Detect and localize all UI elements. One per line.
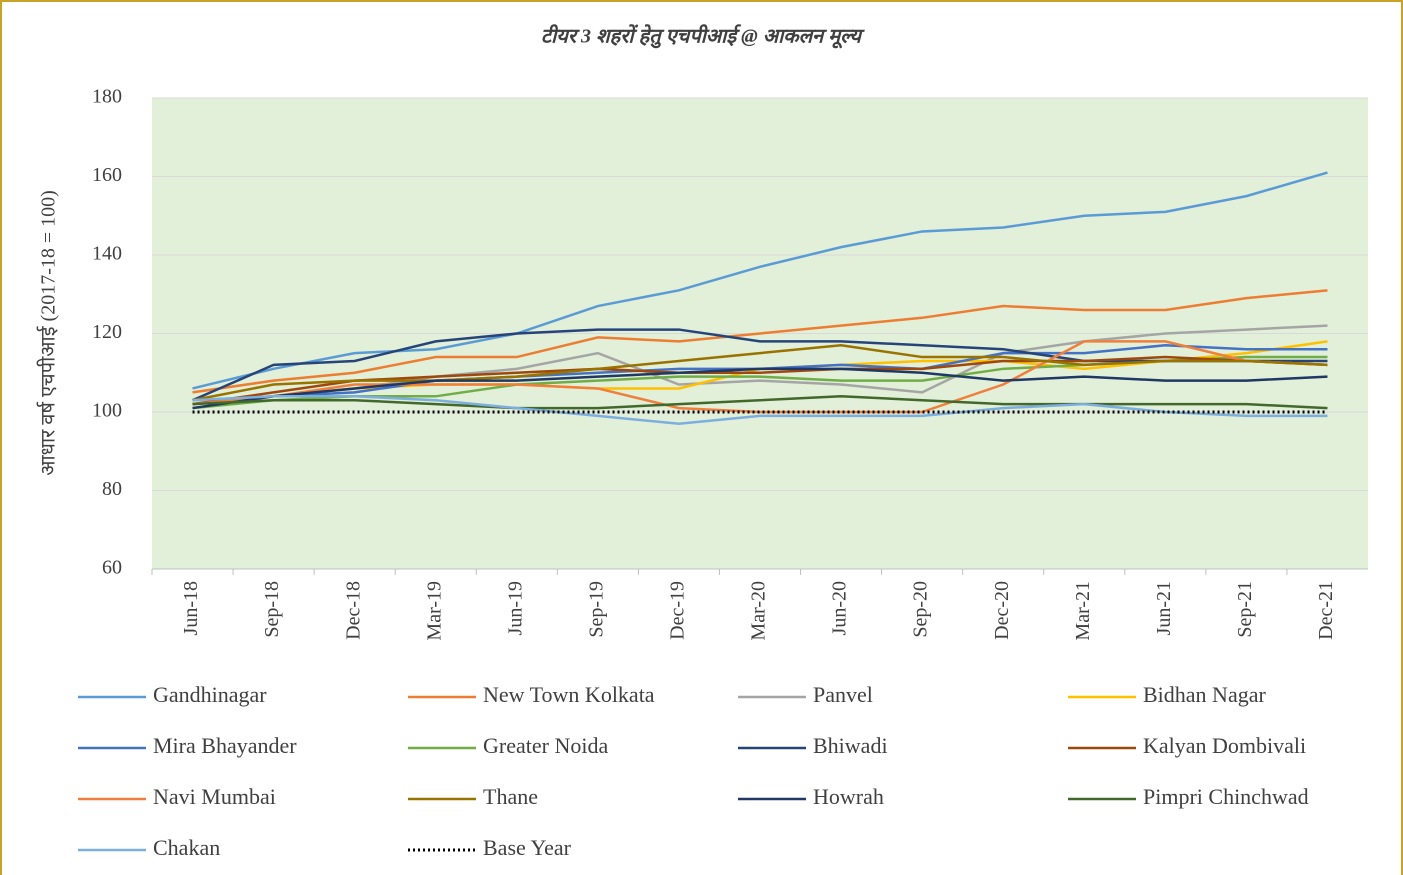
series-line	[192, 289, 1328, 394]
y-tick-label: 80	[102, 478, 122, 500]
series-line	[192, 344, 1328, 402]
x-tick-label: Sep-21	[1234, 581, 1256, 638]
y-tick-label: 180	[92, 86, 122, 108]
x-tick-label: Jun-21	[1153, 581, 1175, 635]
series-line	[192, 355, 1328, 406]
legend-label: Thane	[483, 784, 538, 809]
legend-label: Base Year	[483, 835, 572, 860]
x-tick-label: Jun-20	[829, 581, 851, 635]
legend-label: Mira Bhayander	[153, 733, 297, 758]
x-tick-label: Jun-18	[180, 581, 202, 635]
legend-label: Navi Mumbai	[153, 784, 276, 809]
x-tick-label: Mar-21	[1072, 581, 1094, 641]
legend-label: Kalyan Dombivali	[1143, 733, 1306, 758]
x-tick-label: Sep-20	[910, 581, 932, 638]
series-line	[192, 395, 1328, 410]
series-line	[192, 171, 1328, 390]
legend-label: Panvel	[813, 682, 873, 707]
x-tick-label: Jun-19	[504, 581, 526, 635]
legend-label: Gandhinagar	[153, 682, 267, 707]
series-line	[192, 328, 1328, 402]
series-line	[192, 367, 1328, 410]
legend-label: Chakan	[153, 835, 220, 860]
x-tick-label: Dec-19	[667, 581, 689, 640]
legend-label: Howrah	[813, 784, 884, 809]
series-line	[192, 395, 1328, 426]
legend-label: Greater Noida	[483, 733, 608, 758]
x-tick-label: Sep-18	[261, 581, 283, 638]
x-tick-label: Sep-19	[585, 581, 607, 638]
chart-title: टीयर 3 शहरों हेतु एचपीआई @ आकलन मूल्य	[541, 24, 865, 50]
legend-label: Bidhan Nagar	[1143, 682, 1266, 707]
y-tick-label: 160	[92, 164, 122, 186]
y-tick-label: 120	[92, 321, 122, 343]
y-axis-title: आधार वर्ष एचपीआई (2017-18 = 100)	[37, 190, 60, 476]
y-tick-label: 140	[92, 243, 122, 265]
y-tick-label: 100	[92, 400, 122, 422]
x-tick-label: Mar-19	[423, 581, 445, 641]
series-line	[192, 340, 1328, 414]
x-tick-label: Mar-20	[748, 581, 770, 641]
legend-label: Bhiwadi	[813, 733, 888, 758]
legend-label: Pimpri Chinchwad	[1143, 784, 1309, 809]
y-tick-label: 60	[102, 557, 122, 579]
x-tick-label: Dec-21	[1315, 581, 1337, 640]
x-tick-label: Dec-20	[991, 581, 1013, 640]
legend-label: New Town Kolkata	[483, 682, 655, 707]
x-tick-label: Dec-18	[342, 581, 364, 640]
